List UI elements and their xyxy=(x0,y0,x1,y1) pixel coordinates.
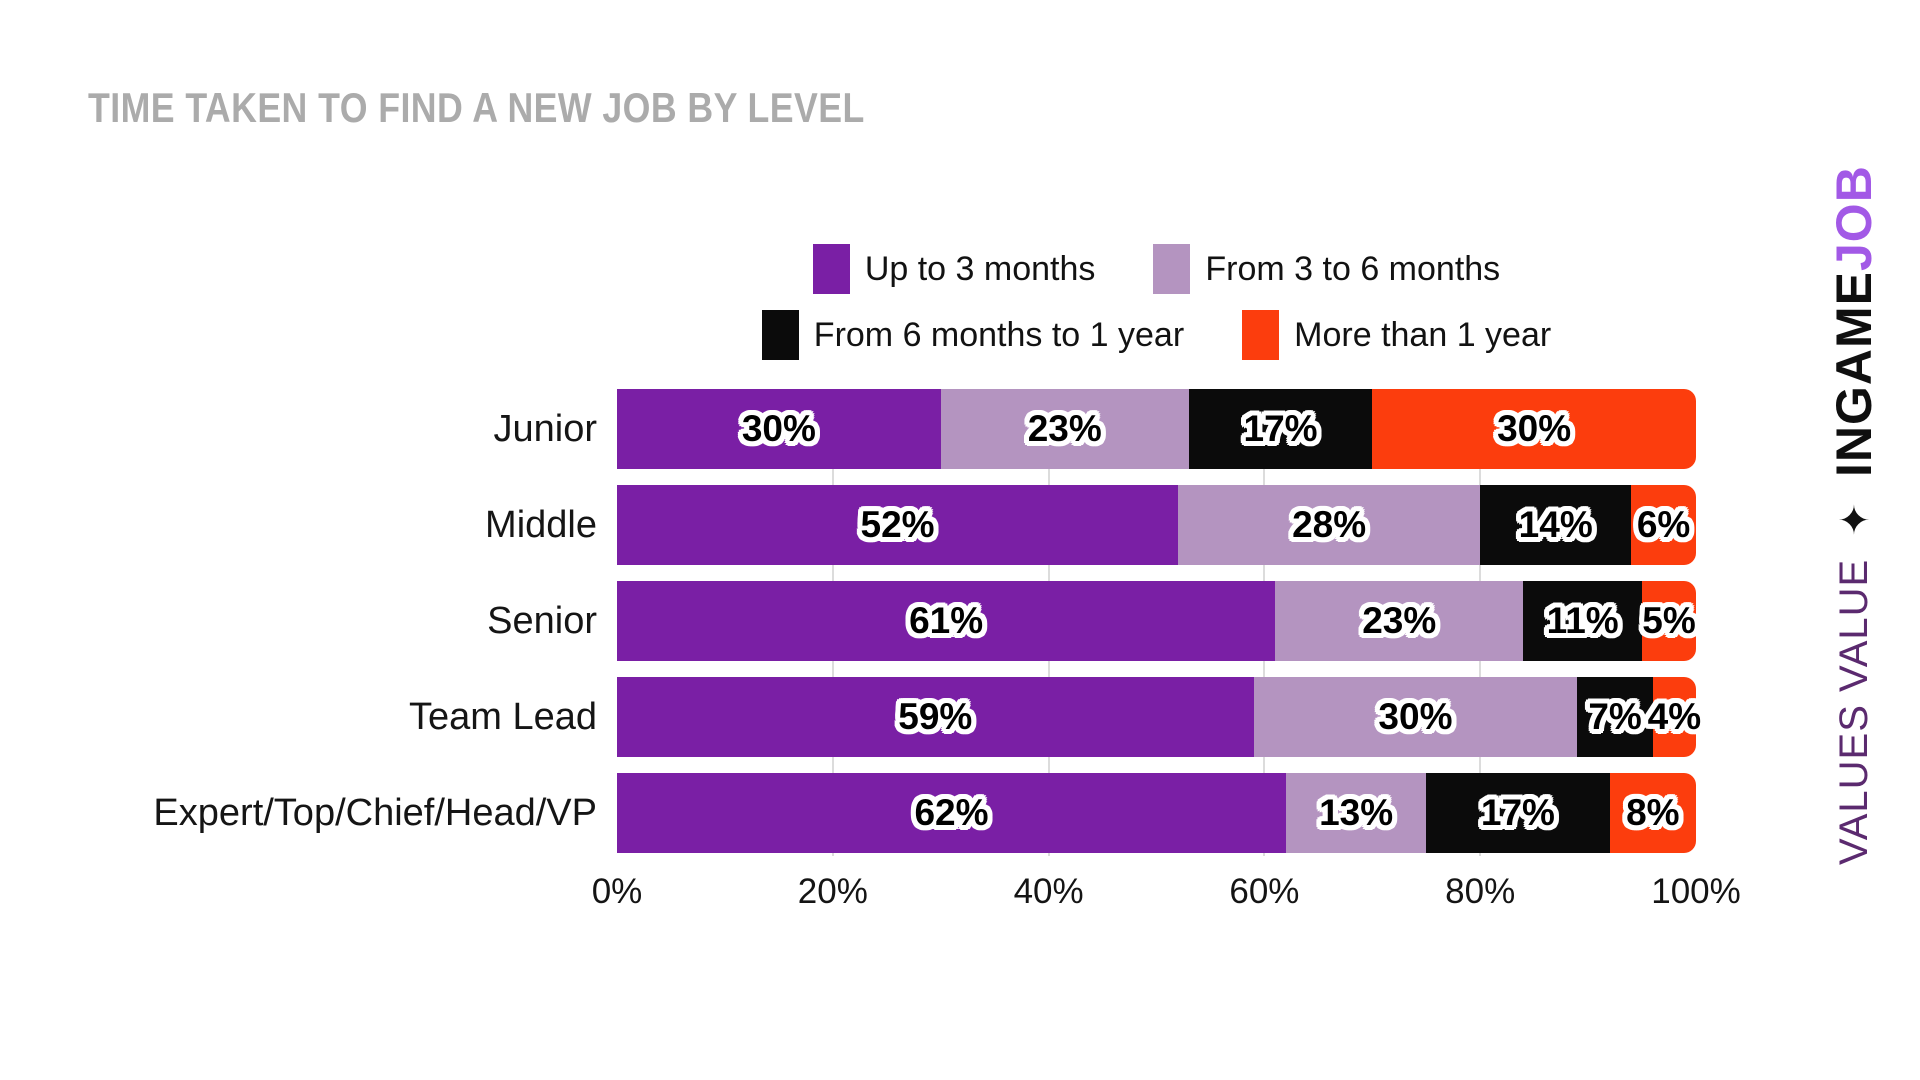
segment-value-label: 62% xyxy=(914,792,989,833)
category-label: Expert/Top/Chief/Head/VP xyxy=(153,791,597,834)
bar-segment: 52% xyxy=(617,485,1179,565)
brand-name-job: JOB xyxy=(1826,164,1882,271)
legend-item: More than 1 year xyxy=(1242,310,1551,360)
segment-value-label: 4% xyxy=(1647,696,1702,737)
x-tick-label: 40% xyxy=(1013,872,1084,911)
segment-value-label: 28% xyxy=(1292,504,1367,545)
segment-value-label: 14% xyxy=(1518,504,1593,545)
chart-row: Junior 30% 23% 17% 30% xyxy=(0,389,1920,469)
segment-value-label: 13% xyxy=(1319,792,1394,833)
segment-value-label: 6% xyxy=(1636,504,1691,545)
chart-title: TIME TAKEN TO FIND A NEW JOB BY LEVEL xyxy=(88,84,865,131)
x-tick-label: 20% xyxy=(797,872,868,911)
segment-value-label: 59% xyxy=(898,696,973,737)
stacked-bar: 30% 23% 17% 30% xyxy=(617,389,1696,469)
chart-legend: Up to 3 months From 3 to 6 months From 6 m… xyxy=(617,244,1696,360)
legend-label: More than 1 year xyxy=(1294,315,1552,354)
stacked-bar: 62% 13% 17% 8% xyxy=(617,773,1696,853)
segment-value-label: 7% xyxy=(1588,696,1642,737)
category-label: Middle xyxy=(485,503,597,546)
bar-segment: 6% xyxy=(1631,485,1696,565)
bar-segment: 11% xyxy=(1523,581,1643,661)
segment-value-label: 23% xyxy=(1027,408,1102,449)
x-tick-label: 100% xyxy=(1651,872,1741,911)
legend-swatch-icon xyxy=(761,310,799,360)
legend-row: From 6 months to 1 year More than 1 year xyxy=(761,310,1551,360)
legend-swatch-icon xyxy=(1242,310,1280,360)
bar-segment: 8% xyxy=(1609,773,1696,853)
x-tick-label: 0% xyxy=(591,872,643,911)
segment-value-label: 5% xyxy=(1642,600,1696,641)
category-label: Team Lead xyxy=(408,695,597,738)
x-axis: 0% 20% 40% 60% 80% 100% xyxy=(592,872,1741,922)
legend-row: Up to 3 months From 3 to 6 months xyxy=(812,244,1500,294)
chart-row: Expert/Top/Chief/Head/VP 62% 13% 17% 8% xyxy=(0,773,1920,853)
x-tick-label: 80% xyxy=(1445,872,1516,911)
bar-segment: 17% xyxy=(1426,773,1610,853)
bar-segment: 61% xyxy=(617,581,1276,661)
legend-item: From 3 to 6 months xyxy=(1153,244,1500,294)
bar-segment: 62% xyxy=(617,773,1286,853)
chart-row: Middle 52% 28% 14% 6% xyxy=(0,485,1920,565)
category-label: Junior xyxy=(493,407,598,450)
bar-segment: 14% xyxy=(1480,485,1632,565)
segment-value-label: 23% xyxy=(1362,600,1437,641)
bar-segment: 30% xyxy=(1372,389,1696,469)
bar-segment: 30% xyxy=(617,389,941,469)
segment-value-label: 8% xyxy=(1626,792,1680,833)
bar-segment: 13% xyxy=(1285,773,1427,853)
legend-item: Up to 3 months xyxy=(812,244,1096,294)
chart-row: Senior 61% 23% 11% 5% xyxy=(0,581,1920,661)
segment-value-label: 17% xyxy=(1243,408,1318,449)
legend-swatch-icon xyxy=(1153,244,1191,294)
x-tick-label: 60% xyxy=(1229,872,1300,911)
segment-value-label: 30% xyxy=(1497,408,1572,449)
bar-segment: 59% xyxy=(617,677,1254,757)
bar-segment: 28% xyxy=(1178,485,1481,565)
legend-swatch-icon xyxy=(812,244,850,294)
bar-segment: 30% xyxy=(1253,677,1578,757)
bar-segment: 23% xyxy=(940,389,1189,469)
stacked-bar: 59% 30% 7% 4% xyxy=(617,677,1702,757)
bar-segment: 23% xyxy=(1275,581,1524,661)
chart-row: Team Lead 59% 30% 7% 4% xyxy=(0,677,1920,757)
bar-segment: 17% xyxy=(1188,389,1373,469)
segment-value-label: 30% xyxy=(1378,696,1453,737)
segment-value-label: 30% xyxy=(741,408,816,449)
bar-segment: 4% xyxy=(1647,677,1702,757)
bar-segment: 7% xyxy=(1577,677,1653,757)
segment-value-label: 11% xyxy=(1546,600,1619,641)
segment-value-label: 61% xyxy=(909,600,984,641)
legend-label: From 6 months to 1 year xyxy=(813,315,1185,354)
bar-segment: 5% xyxy=(1642,581,1696,661)
category-label: Senior xyxy=(487,599,597,642)
legend-label: From 3 to 6 months xyxy=(1205,249,1501,288)
stacked-bar: 61% 23% 11% 5% xyxy=(617,581,1696,661)
legend-label: Up to 3 months xyxy=(864,249,1096,288)
stacked-bar: 52% 28% 14% 6% xyxy=(617,485,1696,565)
segment-value-label: 52% xyxy=(860,504,935,545)
segment-value-label: 17% xyxy=(1480,792,1555,833)
legend-item: From 6 months to 1 year xyxy=(761,310,1185,360)
